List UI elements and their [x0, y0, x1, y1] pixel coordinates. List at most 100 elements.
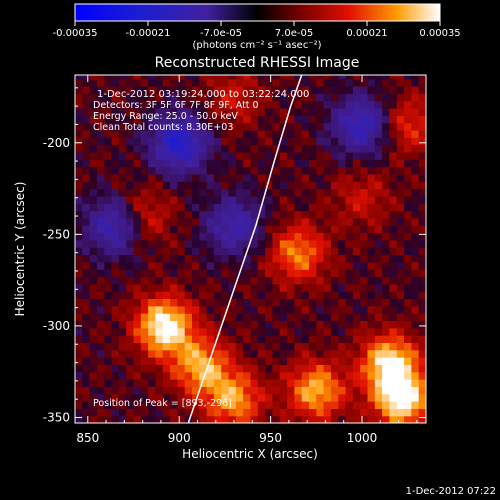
heatmap-cell: [184, 342, 193, 351]
heatmap-cell: [265, 401, 274, 409]
heatmap-cell: [367, 415, 376, 423]
heatmap-cell: [404, 254, 412, 263]
heatmap-cell: [389, 393, 398, 402]
heatmap-cell: [360, 276, 369, 285]
heatmap-cell: [148, 298, 157, 307]
heatmap-cell: [206, 181, 215, 190]
heatmap-cell: [352, 166, 361, 175]
heatmap-cell: [96, 203, 105, 212]
heatmap-cell: [301, 144, 310, 153]
heatmap-cell: [155, 415, 164, 423]
heatmap-cell: [228, 129, 237, 138]
heatmap-cell: [133, 195, 142, 204]
heatmap-cell: [294, 137, 303, 146]
heatmap-cell: [330, 298, 339, 307]
heatmap-cell: [250, 386, 259, 395]
heatmap-cell: [404, 137, 412, 146]
heatmap-cell: [199, 276, 208, 285]
heatmap-cell: [228, 408, 237, 417]
heatmap-cell: [118, 276, 127, 285]
heatmap-cell: [352, 232, 361, 241]
heatmap-cell: [301, 386, 310, 395]
heatmap-cell: [374, 107, 383, 116]
heatmap-cell: [228, 269, 237, 278]
heatmap-cell: [162, 137, 171, 146]
heatmap-cell: [148, 137, 157, 146]
heatmap-cell: [148, 107, 157, 116]
heatmap-cell: [206, 283, 215, 292]
heatmap-cell: [140, 357, 149, 365]
heatmap-cell: [155, 129, 164, 138]
heatmap-cell: [148, 401, 157, 409]
heatmap-cell: [82, 269, 91, 278]
heatmap-cell: [148, 357, 157, 365]
heatmap-cell: [309, 100, 317, 109]
heatmap-cell: [418, 122, 426, 131]
heatmap-cell: [199, 93, 208, 102]
heatmap-cell: [228, 379, 237, 387]
heatmap-cell: [235, 100, 244, 109]
heatmap-cell: [228, 357, 237, 365]
heatmap-cell: [352, 122, 361, 131]
heatmap-cell: [140, 342, 149, 351]
heatmap-cell: [404, 247, 412, 256]
heatmap-cell: [170, 159, 178, 168]
heatmap-cell: [243, 144, 252, 153]
heatmap-cell: [294, 401, 303, 409]
heatmap-cell: [155, 401, 164, 409]
heatmap-cell: [345, 276, 354, 285]
heatmap-cell: [323, 85, 332, 94]
heatmap-cell: [382, 342, 391, 351]
heatmap-cell: [155, 181, 164, 190]
heatmap-cell: [330, 254, 339, 263]
heatmap-cell: [316, 379, 325, 387]
heatmap-cell: [221, 188, 230, 197]
heatmap-cell: [192, 115, 200, 124]
heatmap-cell: [367, 78, 376, 87]
heatmap-cell: [396, 137, 405, 146]
heatmap-cell: [382, 122, 391, 131]
heatmap-cell: [374, 78, 383, 87]
heatmap-cell: [272, 408, 281, 417]
heatmap-cell: [367, 129, 376, 138]
heatmap-cell: [367, 100, 376, 109]
heatmap-cell: [250, 78, 259, 87]
heatmap-cell: [265, 415, 274, 423]
heatmap-cell: [192, 159, 200, 168]
heatmap-cell: [250, 415, 259, 423]
heatmap-cell: [104, 78, 113, 87]
heatmap-cell: [316, 239, 325, 248]
heatmap-cell: [374, 181, 383, 190]
heatmap-cell: [352, 129, 361, 138]
heatmap-cell: [360, 203, 369, 212]
heatmap-cell: [389, 210, 398, 219]
heatmap-cell: [352, 342, 361, 351]
heatmap-cell: [148, 327, 157, 336]
heatmap-cell: [162, 327, 171, 336]
heatmap-cell: [177, 100, 186, 109]
heatmap-cell: [140, 225, 149, 234]
heatmap-cell: [418, 313, 426, 322]
heatmap-cell: [111, 335, 120, 344]
heatmap-cell: [330, 291, 339, 300]
heatmap-cell: [184, 408, 193, 417]
heatmap-cell: [140, 269, 149, 278]
heatmap-cell: [338, 166, 347, 175]
heatmap-cell: [111, 195, 120, 204]
heatmap-cell: [118, 371, 127, 380]
heatmap-cell: [243, 173, 252, 182]
heatmap-cell: [309, 283, 317, 292]
heatmap-cell: [177, 342, 186, 351]
heatmap-cell: [404, 371, 412, 380]
heatmap-cell: [148, 379, 157, 387]
heatmap-cell: [155, 75, 164, 80]
heatmap-cell: [89, 342, 98, 351]
heatmap-cell: [389, 342, 398, 351]
heatmap-cell: [265, 408, 274, 417]
heatmap-cell: [265, 181, 274, 190]
heatmap-cell: [257, 210, 266, 219]
heatmap-cell: [389, 188, 398, 197]
heatmap-cell: [309, 342, 317, 351]
heatmap-cell: [221, 122, 230, 131]
heatmap-cell: [221, 166, 230, 175]
